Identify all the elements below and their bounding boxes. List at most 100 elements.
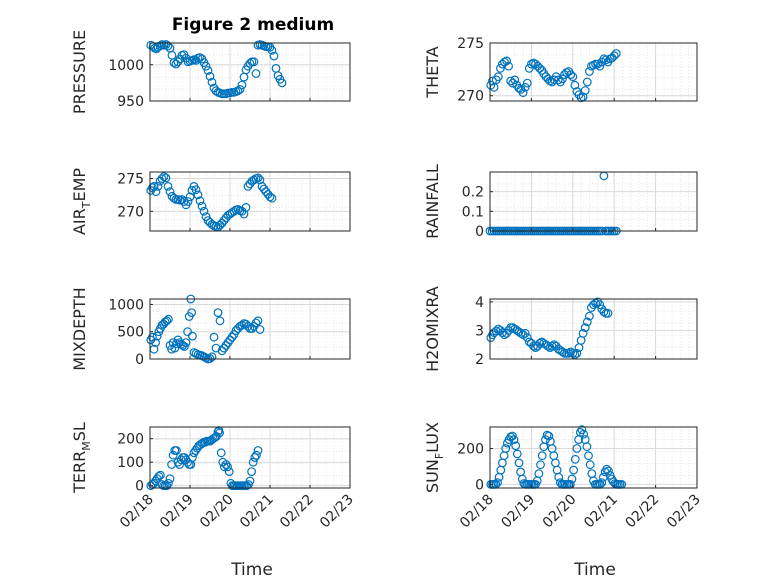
data-point bbox=[151, 187, 161, 197]
subplot-h2omixra: 2 3 4 H2OMIXRA bbox=[423, 286, 698, 372]
data-point bbox=[253, 173, 263, 183]
data-point bbox=[535, 338, 545, 348]
axes-frame bbox=[149, 171, 351, 232]
data-point bbox=[162, 481, 172, 491]
data-point bbox=[599, 307, 609, 317]
data-point bbox=[187, 453, 197, 462]
y-axis-label: SUNFLUX bbox=[423, 422, 446, 493]
data-point bbox=[205, 71, 215, 81]
data-point bbox=[601, 55, 611, 65]
y-axis-label: AIRTEMP bbox=[70, 168, 93, 235]
data-point bbox=[233, 86, 243, 96]
data-point bbox=[597, 478, 607, 488]
data-point bbox=[201, 61, 211, 71]
series-pressure bbox=[146, 40, 287, 99]
x-tick-label: 02/19 bbox=[157, 492, 197, 532]
series-sun-flux bbox=[486, 425, 627, 489]
data-point bbox=[241, 202, 251, 212]
data-point bbox=[520, 328, 530, 338]
y-tick-label: 270 bbox=[117, 204, 144, 220]
data-point bbox=[237, 320, 247, 330]
x-tick-label: 02/18 bbox=[117, 492, 157, 532]
figure-title: Figure 2 medium bbox=[172, 15, 334, 35]
data-point bbox=[250, 453, 260, 462]
data-point bbox=[543, 341, 553, 351]
data-point bbox=[536, 460, 545, 470]
data-point bbox=[161, 173, 171, 183]
subplot-sun-flux: 0 200 02/18 02/19 02/20 02/21 02/22 02/23 SUNFLU… bbox=[423, 422, 704, 531]
data-point bbox=[267, 193, 277, 203]
data-point bbox=[603, 308, 613, 318]
data-point bbox=[577, 425, 587, 435]
x-tick-label: 02/23 bbox=[317, 492, 357, 532]
data-point bbox=[195, 196, 205, 206]
data-point bbox=[170, 343, 180, 353]
series-air-temp bbox=[146, 172, 277, 232]
data-point bbox=[162, 316, 172, 326]
data-point bbox=[265, 192, 275, 202]
x-tick-label: 02/23 bbox=[664, 492, 704, 532]
y-tick-label: 0 bbox=[475, 224, 484, 240]
x-tick-label: 02/19 bbox=[498, 492, 538, 532]
y-tick-label: 0.1 bbox=[462, 204, 484, 220]
data-point bbox=[493, 478, 502, 488]
data-point bbox=[155, 470, 165, 480]
series-h2omixra bbox=[486, 297, 613, 360]
data-point bbox=[512, 449, 522, 459]
y-tick-label: 500 bbox=[117, 325, 144, 341]
y-tick-label: 0 bbox=[135, 479, 144, 495]
x-axis-label-right: Time bbox=[573, 560, 616, 580]
data-point bbox=[153, 181, 163, 191]
data-point bbox=[516, 328, 526, 338]
data-point bbox=[165, 474, 175, 484]
data-point bbox=[578, 328, 588, 338]
data-point bbox=[582, 317, 592, 327]
data-point bbox=[213, 427, 223, 437]
data-point bbox=[611, 49, 621, 58]
data-point bbox=[248, 457, 258, 467]
data-point bbox=[491, 326, 501, 336]
series-mixdepth bbox=[146, 294, 265, 364]
subplot-air-temp: 270 275 AIRTEMP bbox=[70, 168, 351, 235]
data-point bbox=[595, 61, 605, 71]
data-point bbox=[219, 462, 229, 472]
axes-frame bbox=[489, 426, 698, 489]
data-point bbox=[159, 172, 169, 182]
data-point bbox=[245, 476, 255, 486]
data-point bbox=[191, 185, 201, 195]
data-point bbox=[163, 41, 173, 51]
data-point bbox=[245, 58, 255, 68]
data-point bbox=[488, 76, 497, 86]
data-point bbox=[518, 88, 528, 97]
data-point bbox=[183, 327, 193, 337]
data-point bbox=[558, 74, 567, 84]
data-point bbox=[163, 181, 173, 191]
data-point bbox=[181, 338, 191, 348]
data-point bbox=[595, 300, 605, 310]
x-tick-label: 02/18 bbox=[457, 492, 497, 532]
data-point bbox=[203, 66, 213, 75]
data-point bbox=[554, 472, 564, 482]
data-point bbox=[585, 460, 595, 470]
data-point bbox=[249, 57, 259, 67]
data-point bbox=[522, 333, 532, 343]
y-tick-label: 270 bbox=[457, 89, 484, 105]
data-point bbox=[197, 201, 207, 211]
data-point bbox=[553, 75, 563, 85]
data-point bbox=[524, 63, 534, 73]
y-tick-label: 0 bbox=[135, 352, 144, 368]
data-point bbox=[609, 51, 619, 61]
subplot-terr-msl: 0 100 200 02/18 02/19 02/20 02/21 02/22 02/23 TER… bbox=[70, 422, 357, 531]
x-tick-label: 02/20 bbox=[197, 492, 237, 532]
data-point bbox=[235, 84, 245, 94]
data-point bbox=[579, 429, 588, 439]
data-point bbox=[593, 59, 602, 69]
data-point bbox=[582, 77, 592, 87]
subplot-mixdepth: 0 500 1000 MIXDEPTH bbox=[70, 287, 351, 371]
data-point bbox=[165, 187, 175, 197]
y-tick-label: 100 bbox=[117, 455, 144, 471]
data-point bbox=[277, 78, 287, 88]
data-point bbox=[187, 331, 197, 341]
data-point bbox=[584, 451, 593, 461]
